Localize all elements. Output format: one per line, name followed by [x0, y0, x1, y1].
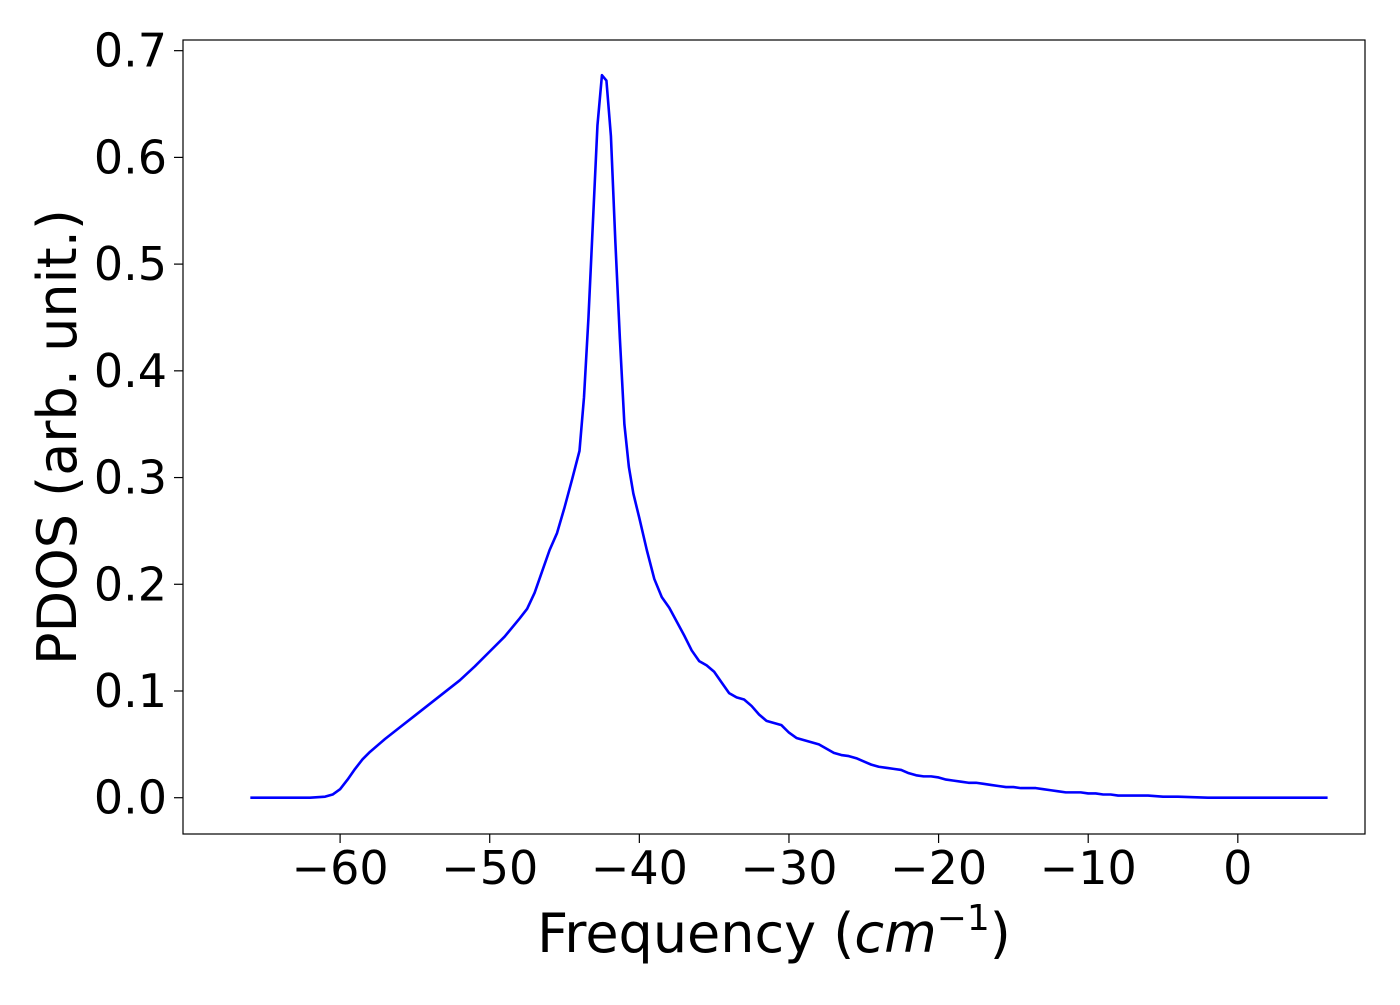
y-tick-label: 0.4	[94, 344, 167, 398]
x-tick-label: −40	[591, 841, 688, 895]
x-tick-label: 0	[1223, 841, 1252, 895]
y-tick-label: 0.2	[94, 557, 167, 611]
y-tick-label: 0.0	[94, 771, 167, 825]
x-tick-label: −30	[740, 841, 837, 895]
y-tick-label: 0.5	[94, 237, 167, 291]
x-axis-title-main: Frequency (	[537, 902, 854, 965]
x-tick-label: −60	[292, 841, 389, 895]
x-tick-label: −20	[890, 841, 987, 895]
plot-frame	[182, 39, 1366, 835]
x-axis-title-superscript: −1	[937, 898, 990, 939]
y-axis-title: PDOS (arb. unit.)	[26, 209, 89, 665]
y-tick-label: 0.3	[94, 451, 167, 505]
x-axis-title: Frequency (cm−1)	[537, 898, 1011, 965]
series-layer	[250, 73, 1328, 800]
x-axis-ticks: −60 −50 −40 −30 −20 −10 0	[292, 834, 1252, 895]
x-axis-title-unit: cm	[854, 902, 936, 965]
y-tick-label: 0.6	[94, 130, 167, 184]
y-tick-label: 0.7	[94, 24, 167, 78]
x-tick-label: −10	[1040, 841, 1137, 895]
pdos-series-line	[250, 73, 1328, 800]
x-tick-label: −50	[441, 841, 538, 895]
y-axis-ticks: 0.0 0.1 0.2 0.3 0.4 0.5 0.6 0.7	[94, 24, 183, 825]
x-axis-title-close: )	[990, 902, 1011, 965]
y-tick-label: 0.1	[94, 664, 167, 718]
